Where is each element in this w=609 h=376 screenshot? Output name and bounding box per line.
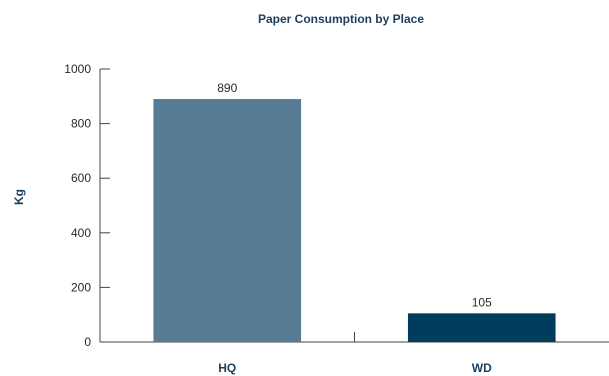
chart-title: Paper Consumption by Place	[258, 12, 424, 26]
category-label-wd: WD	[472, 361, 492, 375]
category-labels: HQ WD	[218, 361, 492, 375]
bars	[153, 99, 556, 342]
y-tick-label: 800	[71, 117, 91, 131]
data-label-wd: 105	[472, 295, 492, 309]
data-label-hq: 890	[217, 81, 237, 95]
bar-wd	[407, 313, 556, 342]
y-axis-label: Kg	[12, 189, 26, 205]
y-tick-label: 400	[71, 226, 91, 240]
y-tick-labels: 0 200 400 600 800 1000	[64, 62, 91, 349]
y-tick-label: 1000	[64, 62, 91, 76]
data-labels: 890 105	[217, 81, 492, 309]
category-label-hq: HQ	[218, 361, 236, 375]
y-tick-label: 200	[71, 280, 91, 294]
bar-hq	[153, 99, 302, 342]
y-tick-label: 0	[84, 335, 91, 349]
y-tick-label: 600	[71, 171, 91, 185]
